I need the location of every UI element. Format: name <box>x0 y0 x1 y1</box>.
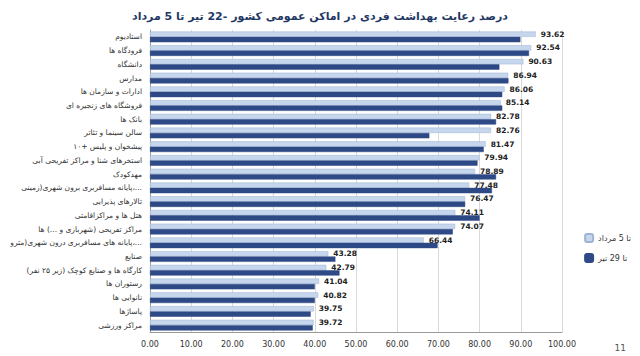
svg-text:فروشگاه های زنجیره ای: فروشگاه های زنجیره ای <box>66 101 142 110</box>
svg-text:90.63: 90.63 <box>528 57 552 66</box>
svg-text:مهدکودک: مهدکودک <box>113 170 142 179</box>
svg-text:43.28: 43.28 <box>333 249 357 258</box>
svg-text:سالن سینما و تئاتر: سالن سینما و تئاتر <box>83 128 142 137</box>
svg-text:مدارس: مدارس <box>119 74 142 83</box>
svg-text:79.94: 79.94 <box>484 153 508 162</box>
svg-text:11: 11 <box>615 343 626 353</box>
svg-text:هتل ها و مراکزاقامتی: هتل ها و مراکزاقامتی <box>75 211 142 220</box>
svg-text:66.44: 66.44 <box>429 236 453 245</box>
svg-text:86.94: 86.94 <box>513 71 537 80</box>
svg-text:تا 29 تیر: تا 29 تیر <box>597 254 627 263</box>
svg-text:40.82: 40.82 <box>323 291 347 300</box>
svg-text:78.89: 78.89 <box>480 167 504 176</box>
svg-text:صنایع: صنایع <box>125 252 142 261</box>
svg-text:ادارات و سازمان ها: ادارات و سازمان ها <box>81 87 142 96</box>
svg-text:0.00: 0.00 <box>141 340 159 349</box>
svg-text:پاساژها: پاساژها <box>119 307 142 316</box>
svg-text:مراکز ورزشی: مراکز ورزشی <box>98 321 142 330</box>
svg-text:پایانه مسافربری برون شهری(زمین: پایانه مسافربری برون شهری(زمینی،... <box>21 183 142 192</box>
svg-text:نانوایی ها: نانوایی ها <box>113 293 142 302</box>
svg-text:39.75: 39.75 <box>319 304 343 313</box>
svg-text:10.00: 10.00 <box>180 340 203 349</box>
svg-text:بانک ها: بانک ها <box>120 115 142 124</box>
svg-text:74.11: 74.11 <box>460 208 484 217</box>
svg-text:20.00: 20.00 <box>221 340 244 349</box>
svg-text:42.79: 42.79 <box>331 263 355 272</box>
svg-text:40.00: 40.00 <box>303 340 326 349</box>
svg-text:81.47: 81.47 <box>491 140 515 149</box>
svg-text:پایانه های مسافربری درون شهری(: پایانه های مسافربری درون شهری(مترو،... <box>9 238 142 247</box>
svg-text:30.00: 30.00 <box>262 340 285 349</box>
svg-text:86.06: 86.06 <box>510 85 534 94</box>
svg-text:درصد رعایت بهداشت فردی در اماک: درصد رعایت بهداشت فردی در اماکن عمومی کش… <box>132 10 508 23</box>
svg-text:50.00: 50.00 <box>345 340 368 349</box>
svg-text:77.48: 77.48 <box>474 181 498 190</box>
svg-text:استادیوم: استادیوم <box>115 32 142 41</box>
svg-text:استخرهای شنا و مراکز تفریحی آب: استخرهای شنا و مراکز تفریحی آبی <box>32 155 142 165</box>
svg-text:93.62: 93.62 <box>541 30 565 39</box>
svg-text:60.00: 60.00 <box>386 340 409 349</box>
svg-text:70.00: 70.00 <box>427 340 450 349</box>
svg-text:85.14: 85.14 <box>506 98 530 107</box>
svg-text:رستوران ها: رستوران ها <box>106 279 142 288</box>
svg-text:100.00: 100.00 <box>548 340 576 349</box>
svg-text:مراکز تفریحی (شهربازی و ...) ه: مراکز تفریحی (شهربازی و ...) ها <box>38 225 142 234</box>
svg-text:دانشگاه: دانشگاه <box>117 60 142 69</box>
svg-text:80.00: 80.00 <box>468 340 491 349</box>
svg-text:41.04: 41.04 <box>324 277 348 286</box>
svg-text:90.00: 90.00 <box>509 340 532 349</box>
svg-text:39.72: 39.72 <box>319 318 343 327</box>
svg-text:پیشخوان و پلیس +۱۰: پیشخوان و پلیس +۱۰ <box>73 142 142 151</box>
svg-text:76.47: 76.47 <box>470 194 494 203</box>
svg-text:92.54: 92.54 <box>536 43 560 52</box>
svg-text:فرودگاه ها: فرودگاه ها <box>109 46 143 55</box>
svg-text:کارگاه ها و صنایع کوچک (زیر ۲۵: کارگاه ها و صنایع کوچک (زیر ۲۵ نفر) <box>27 266 143 275</box>
svg-text:74.07: 74.07 <box>460 222 484 231</box>
svg-text:تالارهای پذیرایی: تالارهای پذیرایی <box>93 197 142 206</box>
svg-text:تا 5 مرداد: تا 5 مرداد <box>598 234 631 243</box>
svg-text:82.76: 82.76 <box>496 126 520 135</box>
svg-text:82.78: 82.78 <box>496 112 520 121</box>
